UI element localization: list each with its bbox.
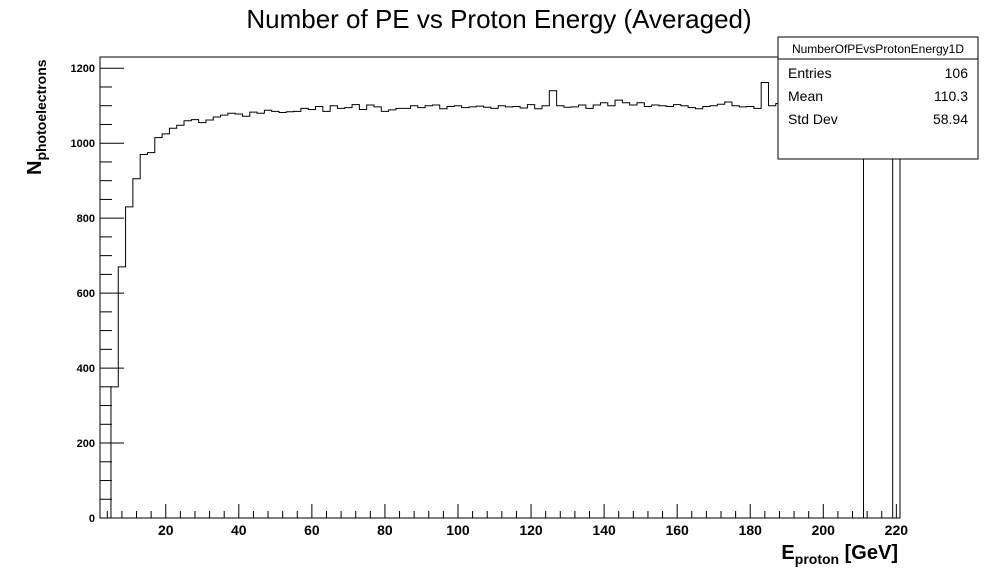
- x-tick-label: 140: [592, 522, 616, 538]
- stats-stddev-label: Std Dev: [788, 111, 838, 127]
- x-tick-label: 200: [812, 522, 836, 538]
- stats-box-name: NumberOfPEvsProtonEnergy1D: [792, 42, 964, 56]
- chart-title: Number of PE vs Proton Energy (Averaged): [246, 4, 751, 34]
- y-tick-label: 800: [77, 213, 95, 225]
- stats-entries-value: 106: [945, 65, 969, 81]
- x-tick-label: 160: [665, 522, 689, 538]
- x-axis: 20 40 60 80 100 120 140 160 180 200 220: [106, 504, 909, 538]
- stats-mean-label: Mean: [788, 88, 823, 104]
- y-axis-label-sub: photoelectrons: [33, 59, 49, 160]
- stats-stddev-value: 58.94: [933, 111, 968, 127]
- stats-entries-label: Entries: [788, 65, 832, 81]
- y-tick-label: 0: [89, 513, 95, 525]
- x-tick-label: 60: [304, 522, 320, 538]
- y-axis-label: Nphotoelectrons: [24, 59, 49, 175]
- stats-box: NumberOfPEvsProtonEnergy1D Entries 106 M…: [777, 36, 979, 160]
- x-axis-label-main: E: [781, 542, 794, 564]
- x-tick-label: 20: [158, 522, 174, 538]
- x-tick-label: 100: [446, 522, 470, 538]
- x-tick-label: 180: [739, 522, 763, 538]
- x-tick-label: 80: [377, 522, 393, 538]
- y-axis: 0 200 400 600 800 1000 1200: [71, 63, 124, 525]
- y-tick-label: 200: [77, 438, 95, 450]
- y-tick-label: 1000: [71, 138, 95, 150]
- stats-mean-value: 110.3: [934, 88, 968, 104]
- y-tick-label: 1200: [71, 63, 95, 75]
- histogram-line: [110, 81, 900, 519]
- x-tick-label: 120: [519, 522, 543, 538]
- x-tick-label: 40: [231, 522, 247, 538]
- x-axis-label-sub: proton: [795, 551, 839, 567]
- y-axis-label-main: N: [24, 161, 46, 175]
- stats-box-frame: [777, 36, 979, 160]
- plot-frame: [99, 56, 901, 519]
- y-tick-label: 600: [77, 288, 95, 300]
- x-axis-label-suffix: [GeV]: [839, 542, 898, 564]
- y-tick-label: 400: [77, 363, 95, 375]
- x-axis-label: Eproton [GeV]: [781, 542, 898, 567]
- x-tick-label: 220: [885, 522, 909, 538]
